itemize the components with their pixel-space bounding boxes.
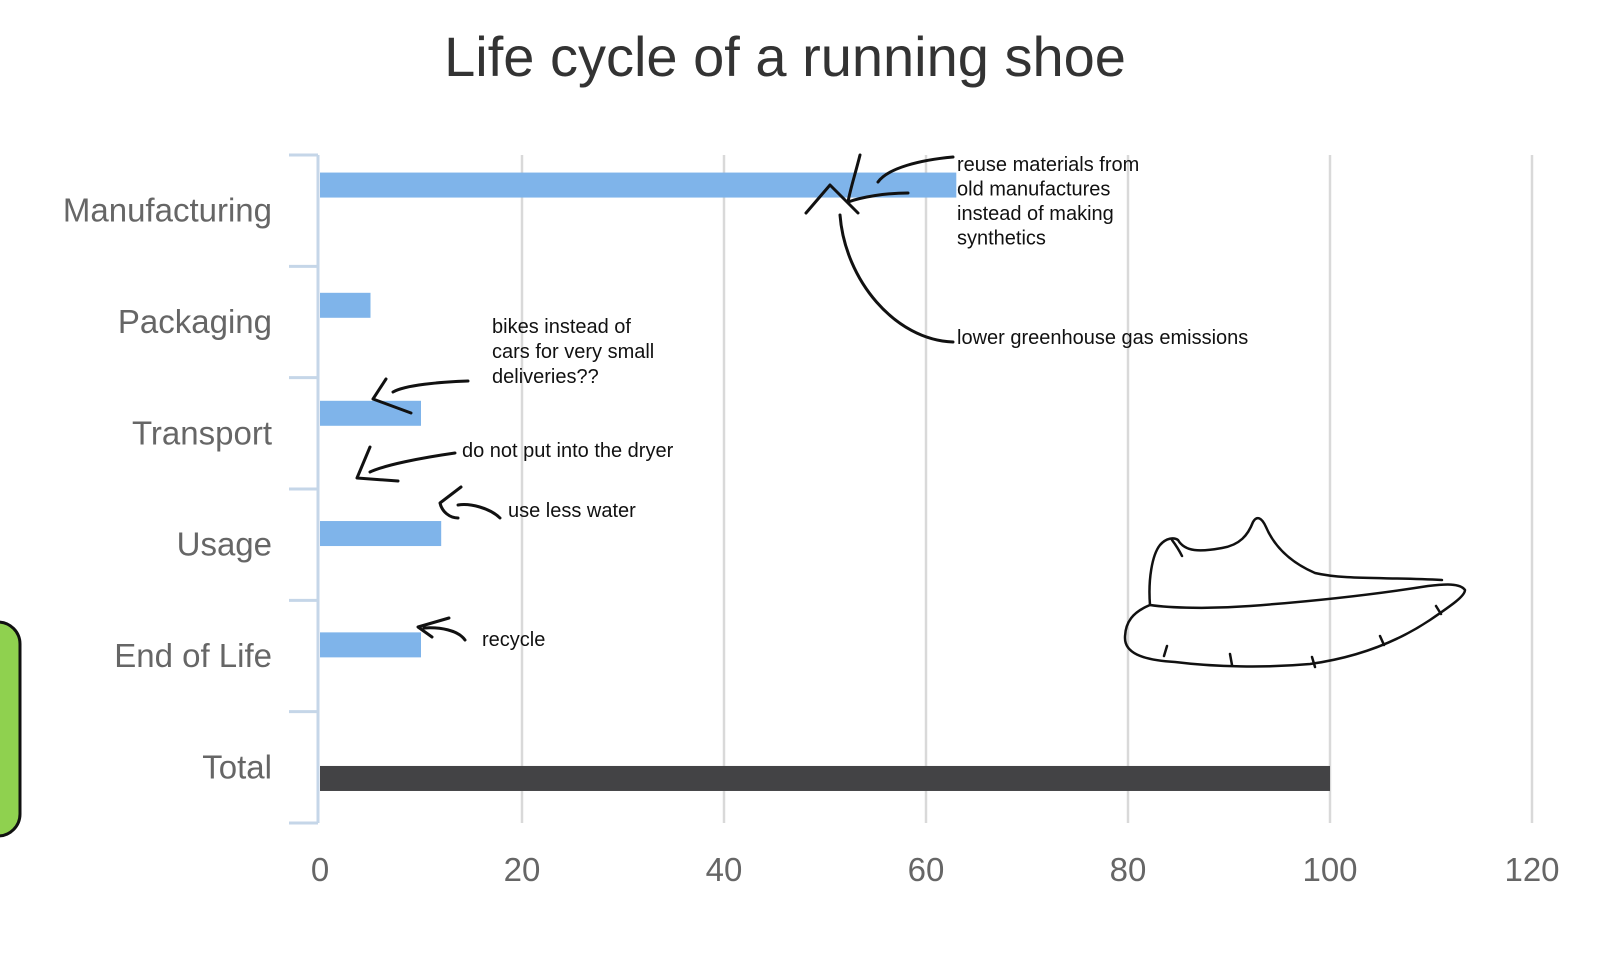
x-tick-labels: 0 20 40 60 80 100 120 — [311, 851, 1560, 888]
bars — [320, 172, 1330, 791]
bar-total[interactable] — [320, 765, 1330, 791]
annotation-arrows — [355, 153, 955, 642]
annotation-recycle: recycle — [482, 629, 545, 651]
annotation-water: use less water — [508, 500, 636, 522]
bar-manufacturing[interactable] — [320, 172, 957, 198]
bar-transport[interactable] — [320, 400, 421, 426]
annotation-bikes: bikes instead of cars for very small del… — [492, 316, 660, 388]
chart-title: Life cycle of a running shoe — [444, 25, 1126, 88]
category-label-end-of-life: End of Life — [114, 637, 272, 674]
category-label-usage: Usage — [177, 526, 272, 563]
category-label-manufacturing: Manufacturing — [63, 192, 272, 229]
bar-usage[interactable] — [320, 521, 442, 547]
category-label-transport: Transport — [132, 414, 272, 451]
x-tick-label-40: 40 — [706, 851, 743, 888]
annotation-reuse-materials: reuse materials from old manufactures in… — [957, 154, 1145, 250]
running-shoe-sketch — [1123, 516, 1467, 669]
green-sticky-note[interactable] — [0, 620, 22, 838]
y-axis — [289, 153, 320, 825]
category-label-packaging: Packaging — [118, 303, 272, 340]
annotation-dryer: do not put into the dryer — [462, 440, 674, 462]
x-tick-label-100: 100 — [1302, 851, 1357, 888]
x-tick-label-80: 80 — [1110, 851, 1147, 888]
x-tick-label-0: 0 — [311, 851, 329, 888]
grid-lines — [520, 155, 1534, 823]
x-tick-label-60: 60 — [908, 851, 945, 888]
bar-end-of-life[interactable] — [320, 632, 421, 658]
x-tick-label-120: 120 — [1504, 851, 1559, 888]
bar-packaging[interactable] — [320, 292, 371, 318]
category-labels: Manufacturing Packaging Transport Usage End … — [63, 192, 272, 786]
annotation-greenhouse: lower greenhouse gas emissions — [957, 327, 1248, 349]
category-label-total: Total — [202, 748, 272, 785]
x-tick-label-20: 20 — [504, 851, 541, 888]
